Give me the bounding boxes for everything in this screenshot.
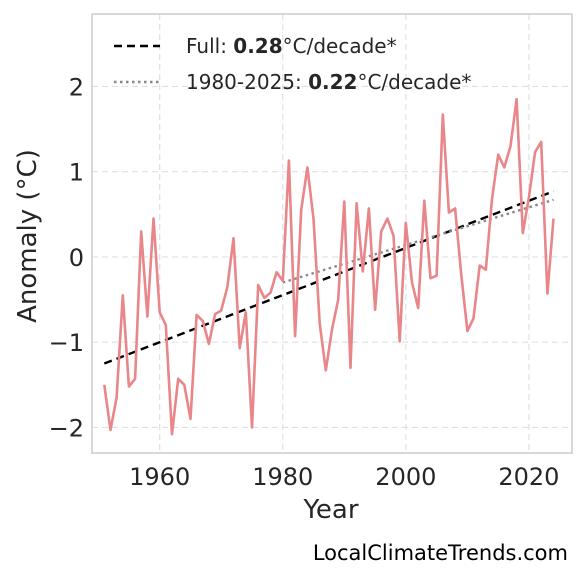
tick-labels: 1960 1980 2000 2020 2 1 0 −1 −2 xyxy=(49,73,560,491)
legend-entry-label: 1980-2025: 0.22°C/decade* xyxy=(186,70,471,94)
legend-entry-label: Full: 0.28°C/decade* xyxy=(186,34,397,58)
anomaly-series-line xyxy=(103,97,555,436)
full-trend-line xyxy=(103,190,554,365)
x-tick-label: 2020 xyxy=(498,463,559,491)
y-axis-label: Anomaly (°C) xyxy=(13,149,43,323)
plot-frame xyxy=(91,13,573,454)
x-tick-label: 1960 xyxy=(129,463,190,491)
legend: Full: 0.28°C/decade* 1980-2025: 0.22°C/de… xyxy=(114,34,471,94)
x-tick-label: 1980 xyxy=(252,463,313,491)
y-tick-label: 1 xyxy=(69,159,84,187)
series-lines xyxy=(103,97,555,436)
y-tick-label: −1 xyxy=(49,329,84,357)
y-tick-label: −2 xyxy=(49,414,84,442)
y-tick-label: 0 xyxy=(69,244,84,272)
recent-trend-line xyxy=(282,198,554,284)
grid xyxy=(92,14,572,453)
footer-brand: LocalClimateTrends.com xyxy=(313,541,568,565)
y-tick-label: 2 xyxy=(69,73,84,101)
trend-lines xyxy=(103,190,554,365)
x-axis-label: Year xyxy=(302,495,358,525)
x-tick-label: 2000 xyxy=(375,463,436,491)
